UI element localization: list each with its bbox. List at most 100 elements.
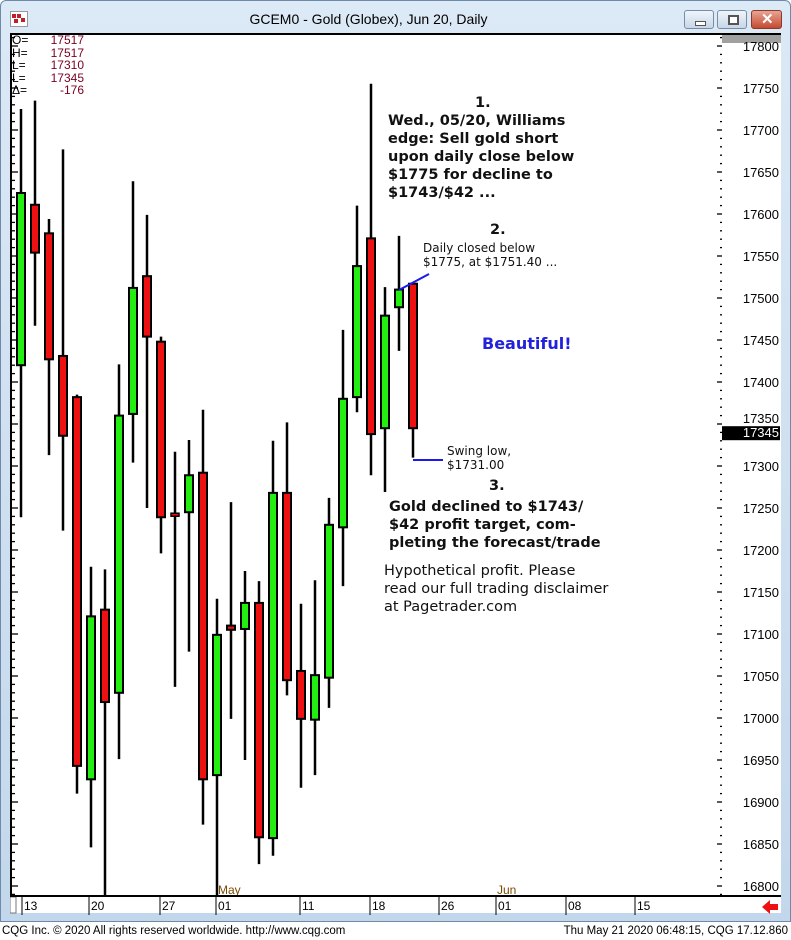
chart-plot-area[interactable]: May Jun: [10, 33, 722, 895]
legend-key: L=: [12, 70, 26, 85]
legend-key: O=: [12, 33, 29, 47]
candle-body: [100, 608, 110, 704]
candle-body: [254, 601, 264, 839]
price-axis-svg: 17800 17750 17700 17650 17600 17550 17500 17450…: [722, 35, 781, 894]
close-button[interactable]: ✕: [751, 10, 782, 29]
candle-05-19: [380, 287, 390, 493]
ohlc-legend: O= 17517 H= 17517 L= 17310 L= 17345 Δ= -176: [12, 34, 84, 97]
price-tick-label: 17500: [743, 291, 779, 306]
candle-body: [58, 354, 68, 437]
price-tick-label: 17100: [743, 627, 779, 642]
swing-low-line: $1731.00: [447, 458, 505, 472]
legend-value: 17310: [50, 58, 84, 72]
price-tick-label: 17050: [743, 669, 779, 684]
price-tick-label: 17700: [743, 123, 779, 138]
last-price-label: 17345: [743, 425, 779, 440]
candle-body: [114, 414, 124, 694]
candle-body: [310, 674, 320, 721]
swing-low-annotation: Swing low, $1731.00: [447, 444, 511, 472]
date-axis[interactable]: 13 20 27 01 11 18 26 01 08 15: [10, 895, 781, 915]
candle-body: [226, 624, 236, 631]
cqg-app-icon[interactable]: [10, 11, 28, 27]
candle-04-14: [30, 100, 40, 326]
date-tick-label: 27: [162, 899, 176, 913]
candle-04-21: [100, 569, 110, 895]
annotation-3-text: Gold declined to $1743/ $42 profit target…: [389, 498, 601, 552]
legend-key: L=: [12, 58, 26, 72]
annotation-2-text: Daily closed below $1775, at $1751.40 ...: [423, 241, 557, 269]
minimize-icon: [695, 21, 706, 26]
price-tick-label: 17800: [743, 39, 779, 54]
annotation-2-pointer-line: [398, 273, 430, 291]
axis-top-marker: [722, 35, 781, 43]
price-tick-label: 17450: [743, 333, 779, 348]
candle-04-30: [198, 409, 208, 825]
candle-body-doji: [170, 512, 180, 517]
candle-body: [338, 397, 348, 529]
date-tick-label: 26: [441, 899, 455, 913]
candle-04-16: [58, 149, 68, 531]
candle-body: [352, 265, 362, 399]
annotation-1-line: upon daily close below: [388, 149, 575, 165]
candle-04-24: [142, 214, 152, 508]
copyright-text: CQG Inc. © 2020 All rights reserved worl…: [2, 925, 346, 937]
legend-key: H=: [12, 45, 28, 60]
date-tick-label: 13: [24, 899, 38, 913]
price-tick-label: 17400: [743, 375, 779, 390]
annotation-3-line: Gold declined to $1743/: [389, 499, 584, 515]
legend-row: O= 17517: [12, 34, 84, 47]
candle-body: [394, 288, 404, 309]
candle-body: [30, 203, 40, 254]
candle-05-11: [296, 603, 306, 788]
price-tick-label: 17600: [743, 207, 779, 222]
candle-body: [128, 286, 138, 415]
legend-value: 17345: [50, 70, 84, 85]
candle-body: [72, 396, 82, 767]
close-icon: ✕: [761, 11, 774, 28]
price-axis[interactable]: 17800 17750 17700 17650 17600 17550 17500 17450…: [722, 33, 781, 895]
candle-05-08: [282, 422, 292, 696]
scroll-right-arrow-icon[interactable]: [762, 900, 778, 914]
candle-body: [296, 669, 306, 720]
legend-key: Δ=: [12, 83, 28, 97]
candle-body: [380, 314, 390, 430]
candlestick-chart: May Jun: [12, 36, 722, 895]
legend-row: L= 17310: [12, 59, 84, 72]
candle-04-20: [86, 566, 96, 848]
date-tick-label: 08: [568, 899, 582, 913]
candle-05-04: [226, 502, 236, 719]
date-axis-svg: 13 20 27 01 11 18 26 01 08 15: [10, 897, 778, 915]
candle-04-29: [184, 439, 194, 652]
last-price-marker: [722, 426, 780, 441]
annotation-3-line: pleting the forecast/trade: [389, 535, 601, 551]
candle-04-23: [128, 181, 138, 463]
candle-body: [198, 471, 208, 781]
candle-04-22: [114, 364, 124, 760]
candle-body: [268, 491, 278, 840]
date-tick-label: 11: [302, 899, 315, 913]
price-tick-label: 17000: [743, 711, 779, 726]
annotation-1-line: edge: Sell gold short: [388, 131, 559, 147]
legend-value: 17517: [50, 45, 84, 60]
annotation-3-line: $42 profit target, com-: [389, 517, 576, 533]
maximize-button[interactable]: [717, 10, 747, 29]
legend-value: -176: [59, 83, 84, 97]
annotation-2-number: 2.: [490, 222, 506, 238]
disclaimer-line: at Pagetrader.com: [384, 599, 518, 615]
candle-body: [366, 237, 376, 436]
price-tick-label: 17650: [743, 165, 779, 180]
minimize-button[interactable]: [684, 10, 714, 29]
candle-04-17: [72, 394, 82, 794]
legend-row: Δ= -176: [12, 84, 84, 97]
swing-low-line: Swing low,: [447, 444, 512, 458]
candle-body: [240, 601, 250, 630]
disclaimer-line: read our full trading disclaimer: [384, 581, 609, 597]
candle-05-13: [324, 497, 334, 708]
price-tick-label: 17250: [743, 501, 779, 516]
date-tick-label: 15: [637, 899, 651, 913]
candle-body: [44, 232, 54, 361]
candle-body: [86, 615, 96, 781]
legend-row: H= 17517: [12, 45, 84, 60]
price-tick-label: 17750: [743, 81, 779, 96]
annotation-2-line: $1775, at $1751.40 ...: [423, 255, 558, 269]
